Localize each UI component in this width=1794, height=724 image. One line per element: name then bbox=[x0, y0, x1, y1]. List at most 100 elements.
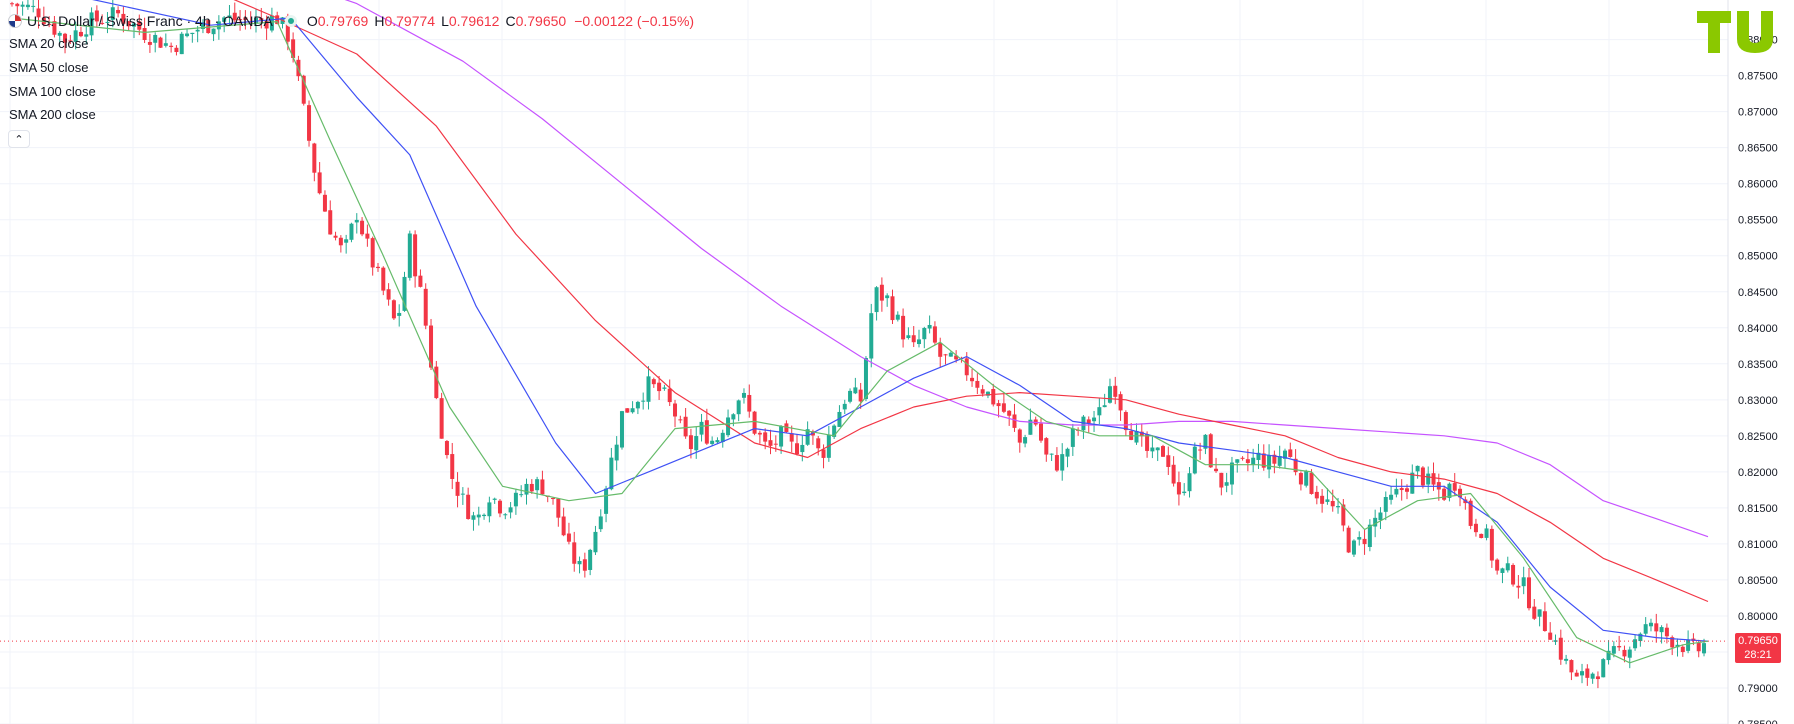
candle-down bbox=[1473, 523, 1478, 533]
candle-down bbox=[816, 438, 821, 449]
candle-up bbox=[402, 276, 407, 311]
candle-up bbox=[354, 219, 359, 223]
candle-down bbox=[391, 300, 396, 319]
candle-up bbox=[407, 233, 412, 278]
high-key: H bbox=[374, 13, 385, 29]
close-value: 0.79650 bbox=[515, 13, 567, 29]
candle-down bbox=[1118, 394, 1123, 411]
price-tick-label: 0.83000 bbox=[1738, 395, 1778, 407]
collapse-legend-button[interactable]: ⌃ bbox=[8, 130, 30, 148]
candle-up bbox=[25, 4, 30, 8]
price-tick-label: 0.85000 bbox=[1738, 251, 1778, 263]
candle-up bbox=[614, 444, 619, 461]
candle-down bbox=[121, 13, 126, 24]
candle-down bbox=[1320, 495, 1325, 504]
candle-down bbox=[768, 440, 773, 446]
candle-up bbox=[1282, 450, 1287, 459]
candle-up bbox=[535, 479, 540, 491]
indicator-sma50[interactable]: SMA 50 close bbox=[9, 60, 89, 75]
open-value: 0.79769 bbox=[317, 13, 369, 29]
candle-up bbox=[1134, 430, 1139, 443]
symbol-legend[interactable]: U.S. Dollar / Swiss Franc · 4h · OANDA O… bbox=[8, 11, 696, 31]
candle-down bbox=[338, 237, 343, 246]
candle-up bbox=[1606, 650, 1611, 661]
open-key: O bbox=[306, 13, 318, 29]
candle-down bbox=[94, 10, 99, 22]
candle-up bbox=[476, 514, 481, 518]
high-value: 0.79774 bbox=[384, 13, 436, 29]
candle-down bbox=[1086, 419, 1091, 424]
candle-down bbox=[1298, 473, 1303, 485]
candle-down bbox=[429, 325, 434, 368]
candle-up bbox=[73, 30, 78, 42]
candle-up bbox=[397, 312, 402, 316]
candle-up bbox=[222, 17, 227, 22]
candle-down bbox=[1346, 527, 1351, 553]
candle-down bbox=[333, 235, 338, 238]
candle-up bbox=[1564, 658, 1569, 661]
candle-down bbox=[901, 315, 906, 340]
candle-down bbox=[206, 20, 211, 34]
candle-down bbox=[63, 33, 68, 43]
candle-down bbox=[1664, 627, 1669, 637]
price-tick-label: 0.79000 bbox=[1738, 683, 1778, 695]
candle-up bbox=[110, 7, 115, 20]
candle-up bbox=[190, 32, 195, 35]
candle-down bbox=[561, 516, 566, 536]
candle-down bbox=[991, 388, 996, 405]
candle-up bbox=[741, 392, 746, 398]
candle-up bbox=[1049, 453, 1054, 455]
candle-down bbox=[1495, 559, 1500, 571]
candle-up bbox=[720, 432, 725, 443]
candle-up bbox=[630, 408, 635, 413]
candle-up bbox=[853, 387, 858, 394]
candle-down bbox=[455, 481, 460, 496]
candle-up bbox=[1410, 472, 1415, 494]
candle-up bbox=[1229, 462, 1234, 485]
candle-up bbox=[1251, 457, 1256, 465]
candle-down bbox=[1362, 538, 1367, 545]
candle-down bbox=[1293, 458, 1298, 473]
candle-up bbox=[1070, 428, 1075, 447]
candle-down bbox=[1261, 453, 1266, 468]
candle-down bbox=[68, 40, 73, 42]
candle-down bbox=[943, 354, 948, 356]
indicator-sma100[interactable]: SMA 100 close bbox=[9, 84, 96, 99]
price-tick-label: 0.81000 bbox=[1738, 539, 1778, 551]
candle-up bbox=[153, 34, 158, 43]
candle-up bbox=[1267, 454, 1272, 470]
candle-down bbox=[1288, 449, 1293, 457]
candle-up bbox=[1537, 609, 1542, 617]
candle-up bbox=[1415, 465, 1420, 472]
candle-up bbox=[869, 313, 874, 359]
candle-down bbox=[116, 9, 121, 14]
candle-down bbox=[47, 23, 52, 25]
candle-up bbox=[917, 339, 922, 345]
candle-down bbox=[938, 343, 943, 357]
candle-up bbox=[1686, 639, 1691, 651]
candle-up bbox=[1155, 447, 1160, 451]
indicator-sma20[interactable]: SMA 20 close bbox=[9, 36, 89, 51]
candle-down bbox=[174, 47, 179, 53]
candle-up bbox=[1447, 483, 1452, 498]
candle-down bbox=[954, 355, 959, 360]
candle-down bbox=[1176, 482, 1181, 495]
candle-up bbox=[1187, 473, 1192, 492]
candle-up bbox=[863, 358, 868, 400]
candle-down bbox=[381, 267, 386, 291]
candle-down bbox=[370, 238, 375, 268]
candle-up bbox=[1351, 540, 1356, 555]
indicator-sma200-label[interactable]: SMA 200 close bbox=[9, 107, 96, 122]
candle-up bbox=[604, 488, 609, 514]
candle-down bbox=[625, 408, 630, 413]
candle-down bbox=[1542, 611, 1547, 632]
candle-down bbox=[328, 210, 333, 235]
price-tick-label: 0.86000 bbox=[1738, 179, 1778, 191]
candle-down bbox=[1145, 434, 1150, 451]
candle-up bbox=[641, 400, 646, 402]
candle-down bbox=[1012, 414, 1017, 428]
candle-down bbox=[556, 498, 561, 518]
candle-up bbox=[800, 444, 805, 453]
